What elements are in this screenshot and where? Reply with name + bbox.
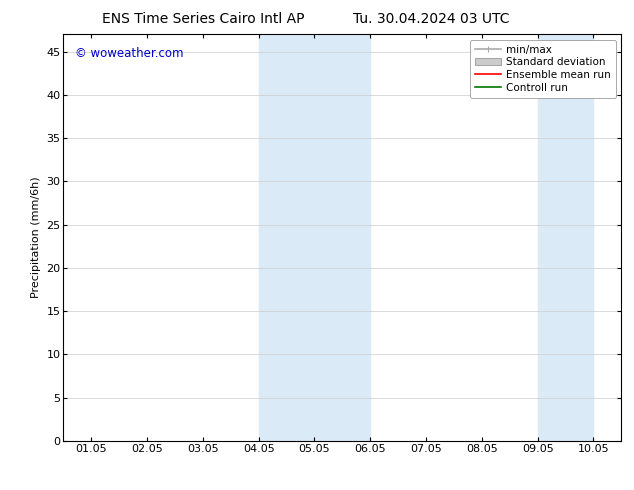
Text: © woweather.com: © woweather.com (75, 47, 183, 59)
Text: ENS Time Series Cairo Intl AP: ENS Time Series Cairo Intl AP (101, 12, 304, 26)
Bar (314, 34, 370, 441)
Y-axis label: Precipitation (mm/6h): Precipitation (mm/6h) (31, 177, 41, 298)
Bar (259, 34, 314, 441)
Bar (538, 34, 593, 441)
Text: Tu. 30.04.2024 03 UTC: Tu. 30.04.2024 03 UTC (353, 12, 509, 26)
Legend: min/max, Standard deviation, Ensemble mean run, Controll run: min/max, Standard deviation, Ensemble me… (470, 40, 616, 98)
